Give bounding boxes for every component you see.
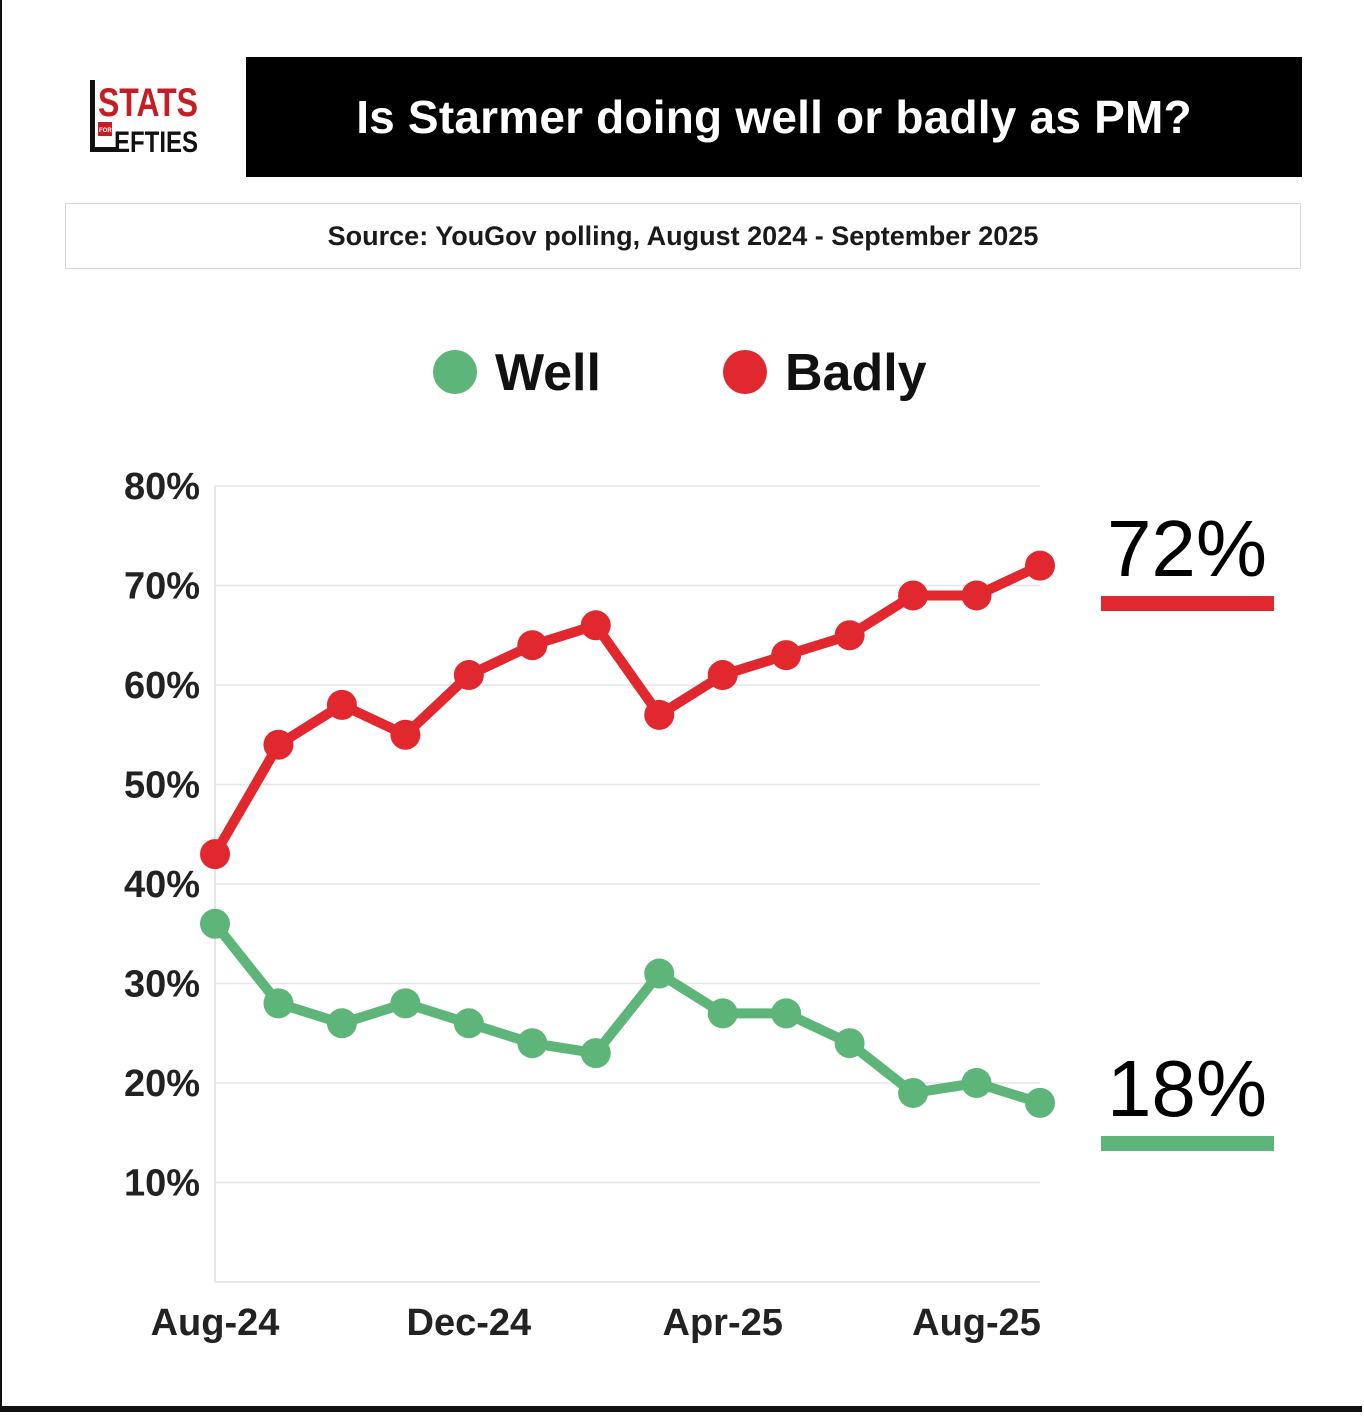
- data-point-badly: [580, 610, 611, 641]
- y-tick-label: 80%: [124, 466, 200, 508]
- end-label-bar-badly: [1101, 596, 1274, 611]
- stats-for-lefties-logo: STATS FOR EFTIES: [90, 80, 198, 158]
- y-tick-label: 50%: [124, 765, 200, 807]
- data-point-well: [517, 1028, 548, 1059]
- x-tick-label: Aug-25: [912, 1302, 1041, 1344]
- gridlines: [214, 485, 1040, 1283]
- legend-marker-well: [433, 350, 477, 394]
- data-point-well: [898, 1077, 929, 1108]
- legend-label-well: Well: [495, 344, 601, 402]
- data-point-well: [771, 998, 802, 1029]
- end-label-well: 18%: [1107, 1044, 1267, 1133]
- data-point-well: [390, 988, 421, 1019]
- data-point-well: [834, 1028, 865, 1059]
- y-tick-label: 60%: [124, 665, 200, 707]
- legend: Well Badly: [433, 344, 927, 402]
- data-point-badly: [263, 729, 294, 760]
- x-tick-label: Dec-24: [407, 1302, 532, 1344]
- series-lines: [200, 550, 1055, 1118]
- end-label-bar-well: [1101, 1136, 1274, 1151]
- data-point-badly: [200, 839, 230, 870]
- legend-label-badly: Badly: [785, 344, 927, 402]
- data-point-well: [961, 1068, 992, 1098]
- data-point-badly: [771, 640, 802, 671]
- x-tick-label: Apr-25: [663, 1302, 783, 1344]
- y-tick-label: 70%: [124, 566, 200, 608]
- legend-marker-badly: [723, 350, 767, 394]
- y-tick-label: 30%: [124, 964, 200, 1006]
- svg-text:STATS: STATS: [98, 81, 198, 125]
- data-point-well: [1025, 1087, 1055, 1118]
- data-point-badly: [834, 620, 865, 651]
- data-point-well: [263, 988, 294, 1019]
- x-tick-label: Aug-24: [151, 1302, 280, 1344]
- chart-title-banner: Is Starmer doing well or badly as PM?: [246, 57, 1302, 177]
- y-tick-label: 10%: [124, 1163, 200, 1205]
- y-tick-label: 40%: [124, 864, 200, 906]
- data-point-badly: [961, 580, 992, 611]
- data-point-well: [453, 1008, 484, 1039]
- data-point-well: [326, 1008, 357, 1039]
- data-point-well: [580, 1038, 611, 1069]
- source-box: Source: YouGov polling, August 2024 - Se…: [65, 203, 1301, 269]
- data-point-well: [707, 998, 738, 1029]
- end-label-badly: 72%: [1107, 504, 1267, 593]
- source-text: Source: YouGov polling, August 2024 - Se…: [327, 220, 1039, 251]
- y-tick-label: 20%: [124, 1063, 200, 1105]
- svg-text:FOR: FOR: [99, 128, 112, 134]
- data-point-badly: [707, 660, 738, 691]
- data-point-well: [644, 958, 675, 989]
- y-axis-ticks: 10% 20% 30% 40% 50% 60% 70% 80%: [124, 466, 200, 1205]
- chart-title: Is Starmer doing well or badly as PM?: [356, 91, 1192, 143]
- data-point-badly: [517, 630, 548, 661]
- data-point-badly: [390, 719, 421, 750]
- svg-text:EFTIES: EFTIES: [114, 126, 198, 158]
- data-point-well: [200, 908, 230, 939]
- x-axis-ticks: Aug-24 Dec-24 Apr-25 Aug-25: [151, 1302, 1041, 1344]
- end-labels: 18% 72%: [1101, 504, 1274, 1151]
- data-point-badly: [898, 580, 929, 611]
- data-point-badly: [326, 689, 357, 720]
- data-point-badly: [453, 660, 484, 691]
- data-point-badly: [644, 699, 675, 730]
- data-point-badly: [1025, 550, 1055, 581]
